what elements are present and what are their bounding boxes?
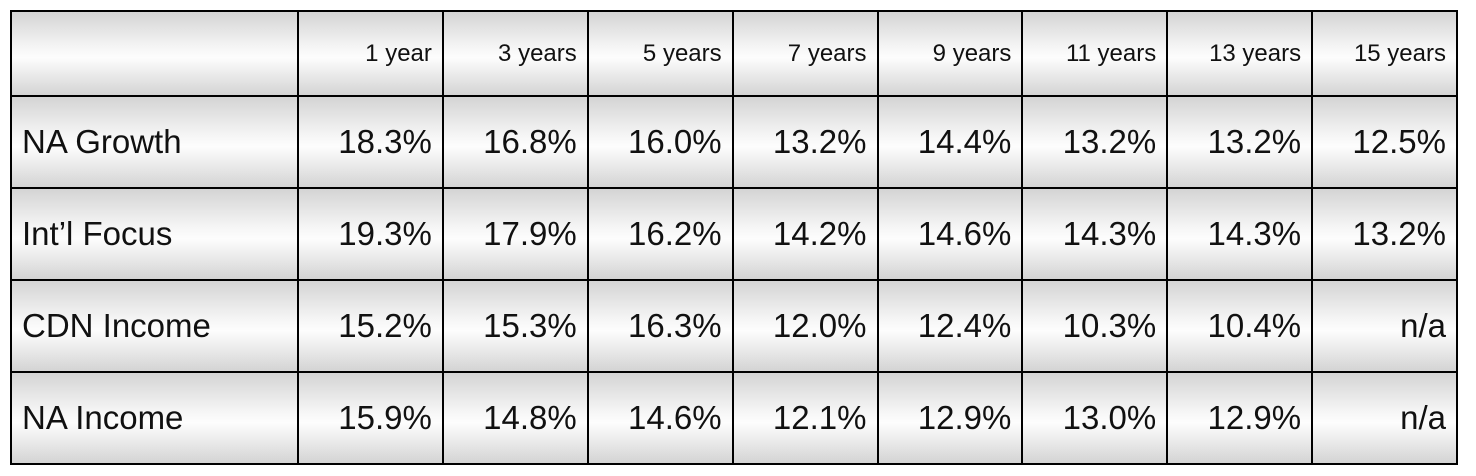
value-cell: 19.3% [297,187,444,281]
returns-table: 1 year 3 years 5 years 7 years 9 years 11 yea… [10,10,1458,465]
value-cell: 14.3% [1166,187,1314,281]
value-cell: 13.2% [731,95,879,189]
table-row: CDN Income 15.2% 15.3% 16.3% 12.0% 12.4% 10.3%… [10,279,1458,373]
value-cell: 10.4% [1166,279,1314,373]
column-header: 3 years [441,10,589,97]
value-cell: 12.1% [731,371,879,465]
value-cell: 14.6% [876,187,1024,281]
value-cell: 15.2% [297,279,444,373]
table-row: Int’l Focus 19.3% 17.9% 16.2% 14.2% 14.6% 14.3… [10,187,1458,281]
value-cell: 12.5% [1311,95,1458,189]
table-row: NA Growth 18.3% 16.8% 16.0% 13.2% 14.4% 13.2% 1… [10,95,1458,189]
row-label: CDN Income [10,279,299,373]
row-label: Int’l Focus [10,187,299,281]
column-header: 5 years [586,10,734,97]
value-cell: 12.0% [731,279,879,373]
column-header: 1 year [297,10,444,97]
value-cell: 12.9% [876,371,1024,465]
value-cell: 17.9% [441,187,589,281]
value-cell: 13.2% [1021,95,1169,189]
column-header: 7 years [731,10,879,97]
column-header: 13 years [1166,10,1314,97]
value-cell: 16.8% [441,95,589,189]
value-cell: 14.8% [441,371,589,465]
value-cell: 14.2% [731,187,879,281]
value-cell: 10.3% [1021,279,1169,373]
value-cell: n/a [1311,371,1458,465]
table-body: NA Growth 18.3% 16.8% 16.0% 13.2% 14.4% 13.2% 1… [10,95,1458,465]
value-cell: 15.9% [297,371,444,465]
value-cell: 14.6% [586,371,734,465]
table-row: NA Income 15.9% 14.8% 14.6% 12.1% 12.9% 13.0% 1… [10,371,1458,465]
value-cell: 14.3% [1021,187,1169,281]
column-header: 15 years [1311,10,1458,97]
value-cell: 16.0% [586,95,734,189]
value-cell: 18.3% [297,95,444,189]
column-header: 9 years [876,10,1024,97]
value-cell: 12.9% [1166,371,1314,465]
value-cell: 12.4% [876,279,1024,373]
value-cell: 13.2% [1166,95,1314,189]
value-cell: 16.2% [586,187,734,281]
row-label: NA Growth [10,95,299,189]
value-cell: 15.3% [441,279,589,373]
value-cell: 13.2% [1311,187,1458,281]
row-label: NA Income [10,371,299,465]
column-header: 11 years [1021,10,1169,97]
value-cell: 16.3% [586,279,734,373]
value-cell: 14.4% [876,95,1024,189]
corner-cell [10,10,299,97]
header-row: 1 year 3 years 5 years 7 years 9 years 11 yea… [10,10,1458,97]
value-cell: 13.0% [1021,371,1169,465]
value-cell: n/a [1311,279,1458,373]
